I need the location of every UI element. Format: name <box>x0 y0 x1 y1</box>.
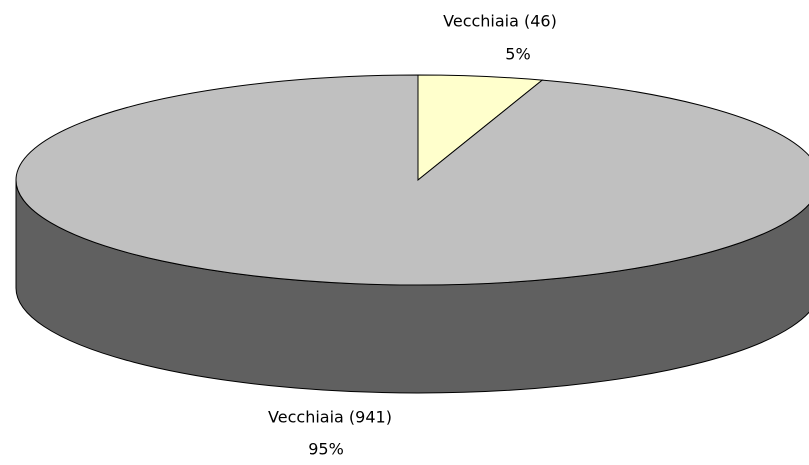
value-label: 5% <box>505 45 530 64</box>
slice-label: Vecchiaia (46) <box>443 12 557 31</box>
value-label: 95% <box>308 440 344 459</box>
pie-slice <box>15 74 809 286</box>
slice-label: Vecchiaia (941) <box>268 408 392 427</box>
